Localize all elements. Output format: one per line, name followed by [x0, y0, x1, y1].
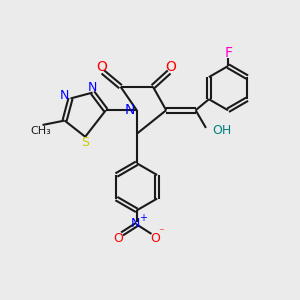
- Text: N: N: [130, 217, 140, 230]
- Text: N: N: [88, 81, 97, 94]
- Text: OH: OH: [212, 124, 231, 137]
- Text: N: N: [125, 103, 136, 117]
- Text: F: F: [225, 46, 232, 60]
- Text: O: O: [96, 60, 107, 74]
- Text: O: O: [165, 60, 176, 74]
- Text: O: O: [114, 232, 123, 245]
- Text: S: S: [81, 136, 89, 149]
- Text: O: O: [150, 232, 160, 245]
- Text: CH₃: CH₃: [31, 126, 51, 136]
- Text: +: +: [139, 213, 147, 223]
- Text: N: N: [60, 89, 69, 102]
- Text: ⁻: ⁻: [158, 227, 164, 237]
